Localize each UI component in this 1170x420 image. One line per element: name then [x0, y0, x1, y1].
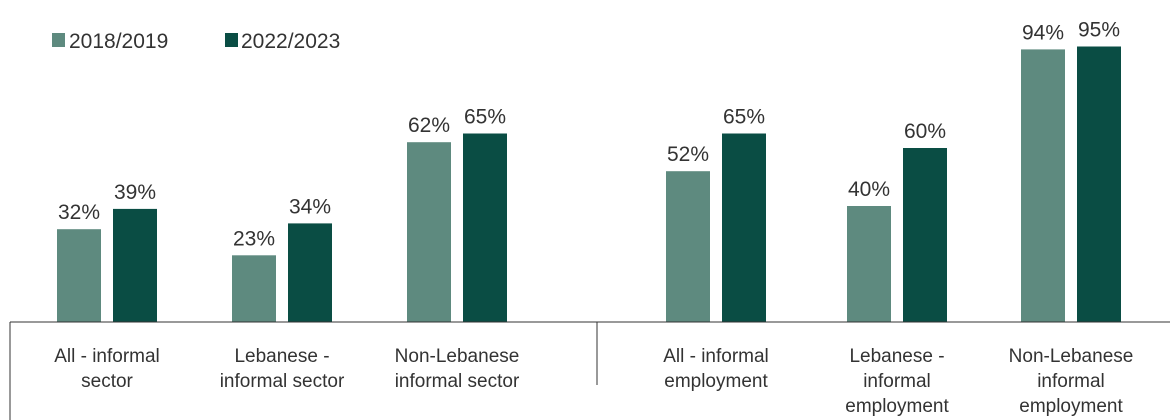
bar-2022-2023-3 [722, 133, 766, 322]
legend-label-2018-2019: 2018/2019 [69, 30, 168, 53]
legend-swatch-2022-2023 [225, 33, 238, 47]
category-label-4-line-2: employment [845, 396, 949, 417]
bars-group [57, 46, 1121, 323]
bar-2022-2023-0 [113, 208, 157, 322]
value-label-2018-2019-3: 52% [667, 143, 709, 166]
category-label-0-line-0: All - informal [54, 346, 160, 367]
bar-2018-2019-5 [1021, 49, 1065, 323]
category-label-0-line-1: sector [81, 371, 133, 392]
category-label-5-line-1: informal [1037, 371, 1105, 392]
bar-2018-2019-4 [847, 206, 891, 322]
category-label-1-line-0: Lebanese - [234, 346, 329, 367]
legend-swatch-2018-2019 [52, 33, 65, 47]
bar-2018-2019-3 [666, 171, 710, 322]
value-label-2022-2023-0: 39% [114, 181, 156, 204]
axes-group [9, 321, 1170, 420]
legend-label-2022-2023: 2022/2023 [241, 30, 340, 53]
bar-2018-2019-0 [57, 229, 101, 322]
category-label-3-line-1: employment [664, 371, 768, 392]
category-label-4-line-1: informal [863, 371, 931, 392]
category-labels-group: All - informal sector Lebanese - informal s… [54, 346, 1133, 417]
bar-2022-2023-1 [288, 223, 332, 322]
value-label-2018-2019-4: 40% [848, 178, 890, 201]
category-label-5-line-2: employment [1019, 396, 1123, 417]
bar-2018-2019-2 [407, 142, 451, 322]
bar-2022-2023-2 [463, 133, 507, 322]
value-label-2022-2023-2: 65% [464, 106, 506, 129]
category-label-2-line-0: Non-Lebanese [395, 346, 520, 367]
value-label-2018-2019-0: 32% [58, 201, 100, 224]
bar-2018-2019-1 [232, 255, 276, 322]
category-label-2-line-1: informal sector [395, 371, 520, 392]
value-label-2018-2019-2: 62% [408, 114, 450, 137]
value-label-2022-2023-3: 65% [723, 106, 765, 129]
value-label-2022-2023-5: 95% [1078, 19, 1120, 42]
category-label-1-line-1: informal sector [220, 371, 345, 392]
value-label-2022-2023-4: 60% [904, 120, 946, 143]
category-label-5-line-0: Non-Lebanese [1009, 346, 1134, 367]
category-label-4-line-0: Lebanese - [849, 346, 944, 367]
value-label-2018-2019-5: 94% [1022, 21, 1064, 44]
legend: 2018/2019 2022/2023 [52, 30, 340, 53]
bar-2022-2023-4 [903, 148, 947, 322]
bar-2022-2023-5 [1077, 46, 1121, 322]
value-labels-group: 32% 39% 23% 34% 62% 65% 52% 65% 40% 60% 94% 95% [58, 19, 1120, 251]
category-label-3-line-0: All - informal [663, 346, 769, 367]
value-label-2022-2023-1: 34% [289, 195, 331, 218]
value-label-2018-2019-1: 23% [233, 227, 275, 250]
